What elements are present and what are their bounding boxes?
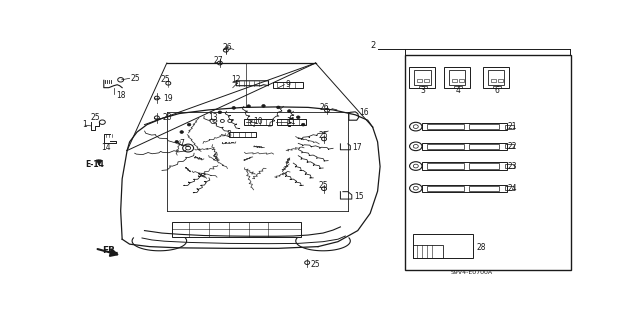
Bar bbox=[422, 143, 507, 150]
Bar bbox=[449, 70, 465, 85]
Text: 13: 13 bbox=[208, 113, 218, 122]
Bar bbox=[413, 234, 473, 258]
Bar bbox=[428, 144, 465, 149]
Text: 24: 24 bbox=[508, 184, 517, 193]
Bar bbox=[424, 79, 429, 82]
Ellipse shape bbox=[218, 111, 221, 114]
Bar bbox=[504, 164, 513, 168]
Text: 22: 22 bbox=[508, 142, 517, 151]
Ellipse shape bbox=[188, 123, 191, 126]
Bar bbox=[504, 144, 513, 148]
Ellipse shape bbox=[296, 116, 300, 119]
Text: 25: 25 bbox=[161, 75, 170, 84]
Bar bbox=[229, 132, 256, 137]
Text: 20: 20 bbox=[163, 113, 172, 122]
Text: 11: 11 bbox=[286, 117, 296, 126]
Text: E-14: E-14 bbox=[85, 160, 104, 169]
Text: 28: 28 bbox=[477, 243, 486, 252]
Bar bbox=[469, 124, 499, 129]
Bar bbox=[483, 67, 509, 88]
Bar bbox=[273, 82, 303, 88]
Bar bbox=[504, 186, 513, 190]
Text: 16: 16 bbox=[359, 108, 369, 117]
Bar bbox=[428, 186, 465, 191]
Bar bbox=[428, 163, 465, 169]
Text: 10: 10 bbox=[253, 117, 263, 126]
Ellipse shape bbox=[287, 110, 291, 112]
Bar bbox=[459, 79, 464, 82]
Text: 3: 3 bbox=[420, 86, 426, 95]
Text: 9: 9 bbox=[285, 80, 290, 89]
Text: 6: 6 bbox=[494, 86, 499, 95]
Bar bbox=[444, 67, 470, 88]
Bar bbox=[413, 244, 443, 258]
Ellipse shape bbox=[247, 105, 250, 108]
Ellipse shape bbox=[175, 140, 179, 143]
Bar bbox=[422, 123, 507, 130]
Text: 1: 1 bbox=[83, 120, 87, 129]
Bar bbox=[419, 86, 428, 88]
Text: 23: 23 bbox=[508, 162, 517, 171]
Text: 25: 25 bbox=[310, 260, 320, 269]
Bar bbox=[491, 79, 495, 82]
Bar bbox=[277, 119, 306, 124]
Text: 26: 26 bbox=[223, 43, 232, 52]
Text: 12: 12 bbox=[231, 75, 241, 84]
Bar bbox=[410, 67, 435, 88]
Bar bbox=[422, 162, 507, 170]
Bar bbox=[417, 79, 422, 82]
Ellipse shape bbox=[180, 131, 184, 133]
Text: S9V4-E0700A: S9V4-E0700A bbox=[451, 270, 493, 276]
Text: 27: 27 bbox=[214, 56, 223, 65]
Text: 2: 2 bbox=[370, 41, 376, 50]
Bar bbox=[172, 222, 301, 237]
Text: 26: 26 bbox=[319, 103, 329, 112]
Text: 25: 25 bbox=[91, 113, 100, 122]
Bar bbox=[488, 70, 504, 85]
Text: 15: 15 bbox=[354, 192, 364, 201]
Ellipse shape bbox=[262, 105, 265, 107]
Text: 21: 21 bbox=[508, 122, 517, 131]
Text: 19: 19 bbox=[163, 93, 172, 102]
Text: FR.: FR. bbox=[102, 246, 119, 255]
Bar bbox=[244, 119, 273, 124]
Text: 25: 25 bbox=[318, 181, 328, 190]
Bar bbox=[405, 55, 571, 269]
Ellipse shape bbox=[301, 123, 305, 126]
Bar bbox=[428, 124, 465, 129]
Bar bbox=[498, 79, 502, 82]
Bar bbox=[422, 185, 507, 192]
Text: 25: 25 bbox=[131, 74, 140, 83]
Bar bbox=[504, 124, 513, 129]
Text: 25: 25 bbox=[318, 131, 328, 140]
Ellipse shape bbox=[232, 107, 236, 109]
Bar bbox=[469, 144, 499, 149]
Bar bbox=[469, 186, 499, 191]
Bar bbox=[469, 163, 499, 169]
Bar bbox=[452, 79, 457, 82]
Bar bbox=[454, 86, 462, 88]
Ellipse shape bbox=[276, 106, 280, 109]
Text: 4: 4 bbox=[456, 86, 460, 95]
Text: 8: 8 bbox=[227, 130, 231, 139]
Bar bbox=[414, 70, 431, 85]
Text: 18: 18 bbox=[116, 91, 125, 100]
Bar bbox=[493, 86, 500, 88]
Text: 7: 7 bbox=[179, 139, 184, 148]
Text: 14: 14 bbox=[101, 143, 111, 152]
Text: 17: 17 bbox=[352, 143, 362, 152]
